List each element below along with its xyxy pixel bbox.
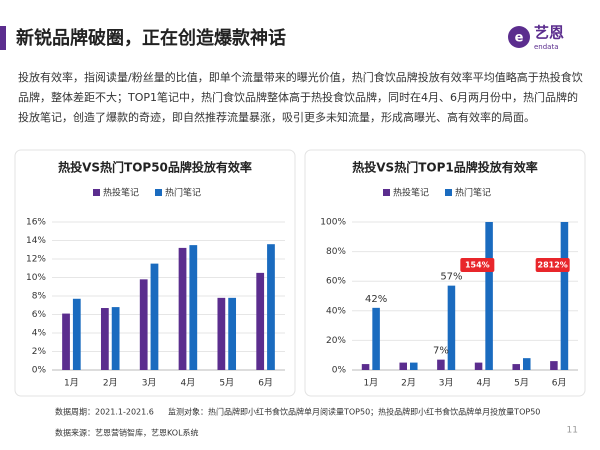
- bars: [62, 244, 275, 370]
- x-tick-label: 2月: [103, 378, 118, 389]
- legend-swatch: [93, 189, 100, 196]
- logo-cn: 艺恩: [534, 24, 564, 42]
- y-tick-label: 20%: [326, 336, 346, 346]
- value-label: 7%: [433, 346, 449, 357]
- footer-source: 数据来源：艺恩营销智库，艺恩KOL系统: [55, 428, 199, 438]
- value-label: 57%: [440, 272, 462, 283]
- y-tick-label: 14%: [26, 236, 46, 246]
- bar: [217, 297, 226, 370]
- title-accent: [0, 26, 6, 50]
- value-label: 2812%: [538, 261, 568, 270]
- slide-title: 新锐品牌破圈，正在创造爆款神话: [16, 27, 286, 49]
- x-tick-label: 3月: [142, 378, 157, 389]
- chart-title: 热投VS热门TOP50品牌投放有效率: [58, 160, 252, 175]
- y-tick-label: 12%: [26, 255, 46, 265]
- y-tick-label: 16%: [26, 218, 46, 228]
- bar: [437, 359, 445, 370]
- bar: [372, 307, 380, 370]
- x-tick-label: 4月: [181, 378, 196, 389]
- legend-label: 热投笔记: [103, 187, 139, 199]
- y-tick-label: 80%: [326, 247, 346, 257]
- y-tick-label: 0%: [32, 366, 47, 376]
- y-tick-label: 10%: [26, 273, 46, 283]
- footer-objects: 监测对象：热门品牌即小红书食饮品牌单月阅读量TOP50；热投品牌即小红书食饮品牌…: [168, 407, 540, 417]
- y-tick-label: 0%: [332, 366, 347, 376]
- logo-en: endata: [534, 43, 559, 51]
- logo-icon: [508, 26, 530, 48]
- bar: [550, 361, 558, 370]
- y-tick-label: 8%: [32, 292, 47, 302]
- x-tick-label: 1月: [64, 378, 79, 389]
- y-tick-label: 2%: [32, 347, 47, 357]
- legend-label: 热门笔记: [455, 187, 491, 199]
- legend-swatch: [445, 189, 452, 196]
- chart-frame: [14, 149, 296, 397]
- bar: [150, 263, 159, 370]
- x-tick-label: 3月: [439, 378, 454, 389]
- value-label: 154%: [465, 261, 490, 270]
- y-tick-label: 6%: [32, 310, 47, 320]
- x-tick-label: 4月: [476, 378, 491, 389]
- bar: [111, 307, 120, 370]
- chart-title: 热投VS热门TOP1品牌投放有效率: [352, 160, 537, 175]
- page-number: 11: [567, 426, 578, 436]
- x-tick-label: 2月: [401, 378, 416, 389]
- legend-label: 热门笔记: [165, 187, 201, 199]
- logo-mark: e: [515, 31, 524, 46]
- legend-swatch: [155, 189, 162, 196]
- bar: [410, 362, 418, 370]
- logo: e 艺恩 endata: [508, 24, 564, 51]
- bar: [474, 362, 483, 370]
- value-label-box: [535, 258, 570, 272]
- chart-frame: [304, 149, 586, 397]
- x-tick-label: 6月: [258, 378, 273, 389]
- bar: [72, 298, 81, 370]
- legend-swatch: [383, 189, 390, 196]
- x-tick-label: 5月: [219, 378, 234, 389]
- y-tick-label: 4%: [32, 329, 47, 339]
- x-tick-label: 1月: [363, 378, 378, 389]
- value-label: 42%: [365, 294, 387, 305]
- bar: [178, 247, 187, 370]
- bar: [447, 285, 456, 370]
- y-tick-label: 100%: [320, 218, 346, 228]
- bar: [139, 279, 148, 370]
- x-tick-label: 5月: [514, 378, 529, 389]
- bar: [267, 244, 275, 370]
- bar: [62, 313, 70, 370]
- paragraph: 投放有效率，指阅读量/粉丝量的比值，即单个流量带来的曝光价值，热门食饮品牌投放有…: [18, 71, 583, 124]
- bar: [399, 362, 407, 370]
- bar: [560, 222, 569, 370]
- bar: [361, 364, 370, 370]
- value-label-box: [460, 258, 495, 272]
- bars: [361, 222, 569, 370]
- bar: [512, 364, 520, 370]
- bar: [256, 272, 265, 370]
- y-tick-label: 40%: [326, 306, 346, 316]
- y-tick-label: 60%: [326, 277, 346, 287]
- legend-label: 热投笔记: [393, 187, 429, 199]
- bar: [523, 358, 531, 370]
- bar: [228, 297, 237, 370]
- x-tick-label: 6月: [552, 378, 567, 389]
- bar: [100, 308, 109, 370]
- footer-period: 数据周期：2021.1-2021.6: [55, 407, 154, 417]
- bar: [189, 245, 198, 370]
- bar: [485, 222, 493, 370]
